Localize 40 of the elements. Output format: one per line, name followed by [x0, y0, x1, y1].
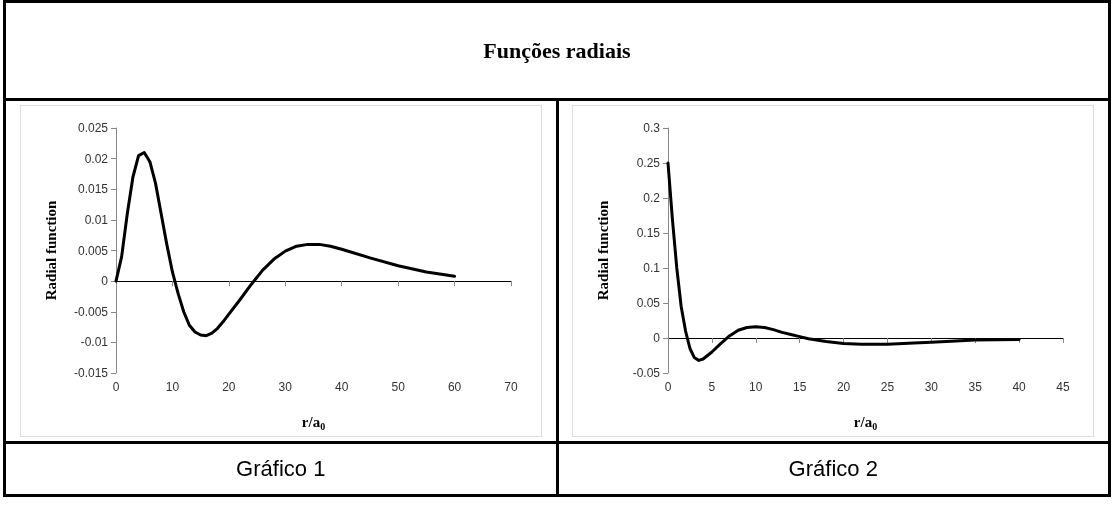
text: Funções radiais	[4, 1, 1110, 100]
x-tick-label: 70	[504, 380, 518, 394]
y-tick-label: 0.15	[636, 226, 661, 240]
x-tick-label: 0	[664, 380, 672, 394]
y-tick-label: 0.02	[84, 151, 109, 166]
x-tick-label: 30	[278, 380, 293, 394]
text: Gráfico 1	[4, 442, 557, 496]
y-tick-label: 0.05	[636, 296, 661, 310]
x-tick-label: 45	[1056, 380, 1071, 394]
x-tick-label: 0	[112, 380, 120, 394]
x-tick-label: 5	[708, 380, 716, 394]
y-tick-label: -0.005	[73, 304, 109, 319]
y-tick-label: 0	[653, 331, 661, 345]
y-tick-label: -0.05	[632, 366, 661, 380]
x-tick-label: 35	[968, 380, 983, 394]
y-tick-label: 0.3	[643, 121, 661, 135]
x-tick-label: 30	[924, 380, 939, 394]
y-axis-title: Radial function	[42, 200, 59, 301]
y-tick-label: 0.025	[77, 121, 109, 135]
x-tick-label: 25	[881, 380, 895, 394]
y-tick-label: 0.01	[84, 212, 109, 227]
x-tick-label: 10	[749, 380, 764, 394]
x-tick-label: 40	[334, 380, 349, 394]
y-tick-label: 0.005	[77, 243, 109, 258]
y-tick-label: 0.1	[643, 261, 661, 275]
x-tick-label: 40	[1012, 380, 1027, 394]
x-tick-label: 15	[793, 380, 807, 394]
text: Gráfico 2	[557, 442, 1110, 496]
x-tick-label: 20	[221, 380, 236, 394]
x-tick-label: 50	[391, 380, 405, 394]
y-tick-label: 0.25	[636, 156, 661, 170]
y-tick-label: 0	[101, 274, 109, 289]
y-tick-label: 0.2	[643, 191, 661, 205]
x-tick-label: 60	[447, 380, 462, 394]
x-tick-label: 10	[165, 380, 180, 394]
y-tick-label: -0.015	[73, 366, 109, 380]
y-tick-label: -0.01	[80, 335, 109, 350]
y-axis-title: Radial function	[594, 200, 611, 301]
y-tick-label: 0.015	[77, 182, 109, 197]
x-tick-label: 20	[837, 380, 851, 394]
